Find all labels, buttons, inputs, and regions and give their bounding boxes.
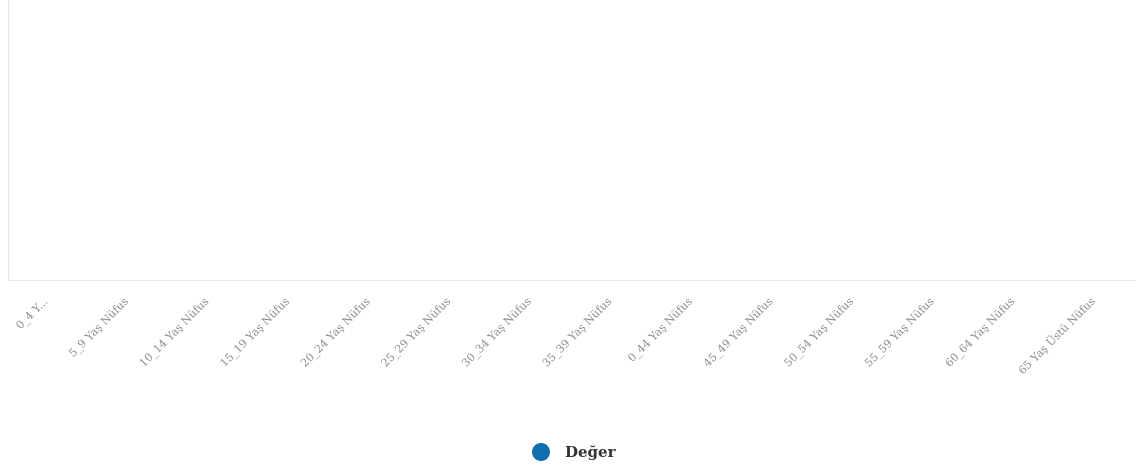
legend-marker-deger (532, 443, 550, 461)
x-tick-label: 5_9 Yaş Nüfus (66, 295, 131, 360)
x-tick-label: 0_44 Yaş Nüfus (625, 295, 695, 365)
legend[interactable]: Değer (532, 443, 617, 461)
x-tick-label: 50_54 Yaş Nüfus (781, 295, 856, 370)
x-tick-label: 45_49 Yaş Nüfus (701, 295, 776, 370)
x-tick-label: 10_14 Yaş Nüfus (137, 295, 212, 370)
plot-area (8, 0, 1136, 281)
x-tick-label: 15_19 Yaş Nüfus (217, 295, 292, 370)
x-tick-label: 65 Yaş Üstü Nüfus (1015, 294, 1098, 377)
x-tick-label: 60_64 Yaş Nüfus (943, 295, 1018, 370)
x-tick-label: 55_59 Yaş Nüfus (862, 295, 937, 370)
x-tick-label: 30_34 Yaş Nüfus (459, 295, 534, 370)
x-tick-label: 20_24 Yaş Nüfus (298, 295, 373, 370)
x-tick-label: 25_29 Yaş Nüfus (379, 295, 454, 370)
x-axis-tick-labels: 0_4 Y... 5_9 Yaş Nüfus 10_14 Yaş Nüfus 15_1… (13, 294, 1098, 377)
legend-label-deger: Değer (565, 443, 617, 461)
x-tick-label: 0_4 Y... (13, 295, 50, 332)
x-tick-label: 35_39 Yaş Nüfus (540, 295, 615, 370)
